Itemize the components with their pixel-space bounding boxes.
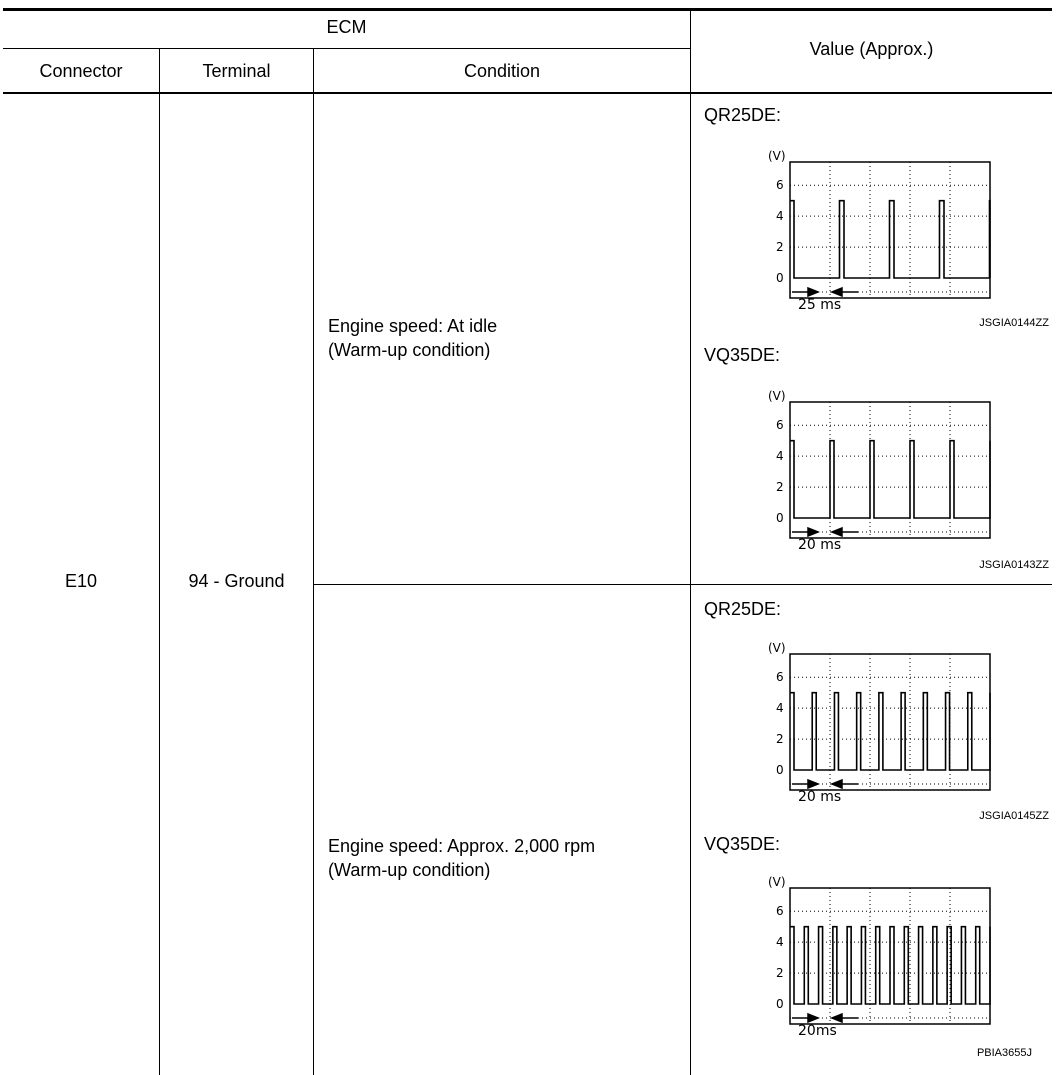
y-tick-label: 0 — [776, 271, 784, 285]
y-tick-label: 6 — [776, 418, 784, 432]
waveform-model-label: VQ35DE: — [704, 345, 781, 365]
y-tick-label: 2 — [776, 240, 784, 254]
y-unit-label: (V) — [768, 149, 786, 163]
pulse-waveform — [790, 925, 991, 1005]
header-value: Value (Approx.) — [809, 39, 934, 59]
header-terminal: Terminal — [202, 61, 271, 81]
connector-cell: E10 — [64, 571, 98, 591]
header-ecm: ECM — [326, 17, 367, 37]
y-tick-label: 4 — [776, 935, 784, 949]
connector-col-divider — [159, 48, 160, 1075]
header-condition: Condition — [463, 61, 541, 81]
period-label: 20 ms — [798, 789, 841, 805]
y-tick-label: 2 — [776, 480, 784, 494]
terminal-cell: 94 - Ground — [188, 571, 285, 591]
table-top-border — [3, 8, 1052, 11]
waveform-chart: (V) 6 4 2 0 20 ms — [768, 641, 991, 805]
condition-2000rpm-line1: Engine speed: Approx. 2,000 rpm — [328, 836, 596, 856]
figure-code: JSGIA0143ZZ — [979, 559, 1049, 571]
figure-code: JSGIA0145ZZ — [979, 810, 1049, 822]
waveform-chart: (V) 6 4 2 0 25 ms — [768, 149, 991, 313]
y-tick-label: 0 — [776, 511, 784, 525]
value-col-divider — [690, 8, 691, 1075]
period-label: 25 ms — [798, 297, 841, 313]
row-divider — [314, 584, 1052, 585]
figure-code: PBIA3655J — [976, 1047, 1032, 1059]
y-tick-label: 2 — [776, 732, 784, 746]
header-connector: Connector — [39, 61, 123, 81]
ecm-header-divider — [3, 48, 691, 49]
y-unit-label: (V) — [768, 389, 786, 403]
period-arrows — [792, 1012, 858, 1024]
period-arrows — [792, 526, 858, 538]
header-bottom-border — [3, 92, 1052, 94]
waveform-model-label: QR25DE: — [704, 599, 782, 619]
figure-code: JSGIA0144ZZ — [979, 317, 1049, 329]
y-tick-label: 0 — [776, 763, 784, 777]
waveform-model-label: QR25DE: — [704, 105, 782, 125]
y-unit-label: (V) — [768, 875, 786, 889]
y-tick-label: 4 — [776, 209, 784, 223]
waveform-chart: (V) 6 4 2 0 20 ms — [768, 389, 991, 553]
y-tick-label: 6 — [776, 178, 784, 192]
period-arrows — [792, 778, 858, 790]
y-tick-label: 6 — [776, 670, 784, 684]
period-arrows — [792, 286, 858, 298]
condition-idle-line2: (Warm-up condition) — [328, 340, 491, 360]
waveform-model-label: VQ35DE: — [704, 834, 781, 854]
y-tick-label: 6 — [776, 904, 784, 918]
pulse-waveform — [790, 691, 991, 771]
period-label: 20ms — [798, 1023, 837, 1039]
pulse-waveform — [790, 199, 991, 279]
waveform-chart: (V) 6 4 2 0 20ms — [768, 875, 991, 1039]
y-unit-label: (V) — [768, 641, 786, 655]
condition-2000rpm-line2: (Warm-up condition) — [328, 860, 491, 880]
period-label: 20 ms — [798, 537, 841, 553]
y-tick-label: 4 — [776, 449, 784, 463]
y-tick-label: 2 — [776, 966, 784, 980]
y-tick-label: 4 — [776, 701, 784, 715]
terminal-col-divider — [313, 48, 314, 1075]
condition-idle-line1: Engine speed: At idle — [328, 316, 498, 336]
pulse-waveform — [790, 439, 991, 519]
y-tick-label: 0 — [776, 997, 784, 1011]
